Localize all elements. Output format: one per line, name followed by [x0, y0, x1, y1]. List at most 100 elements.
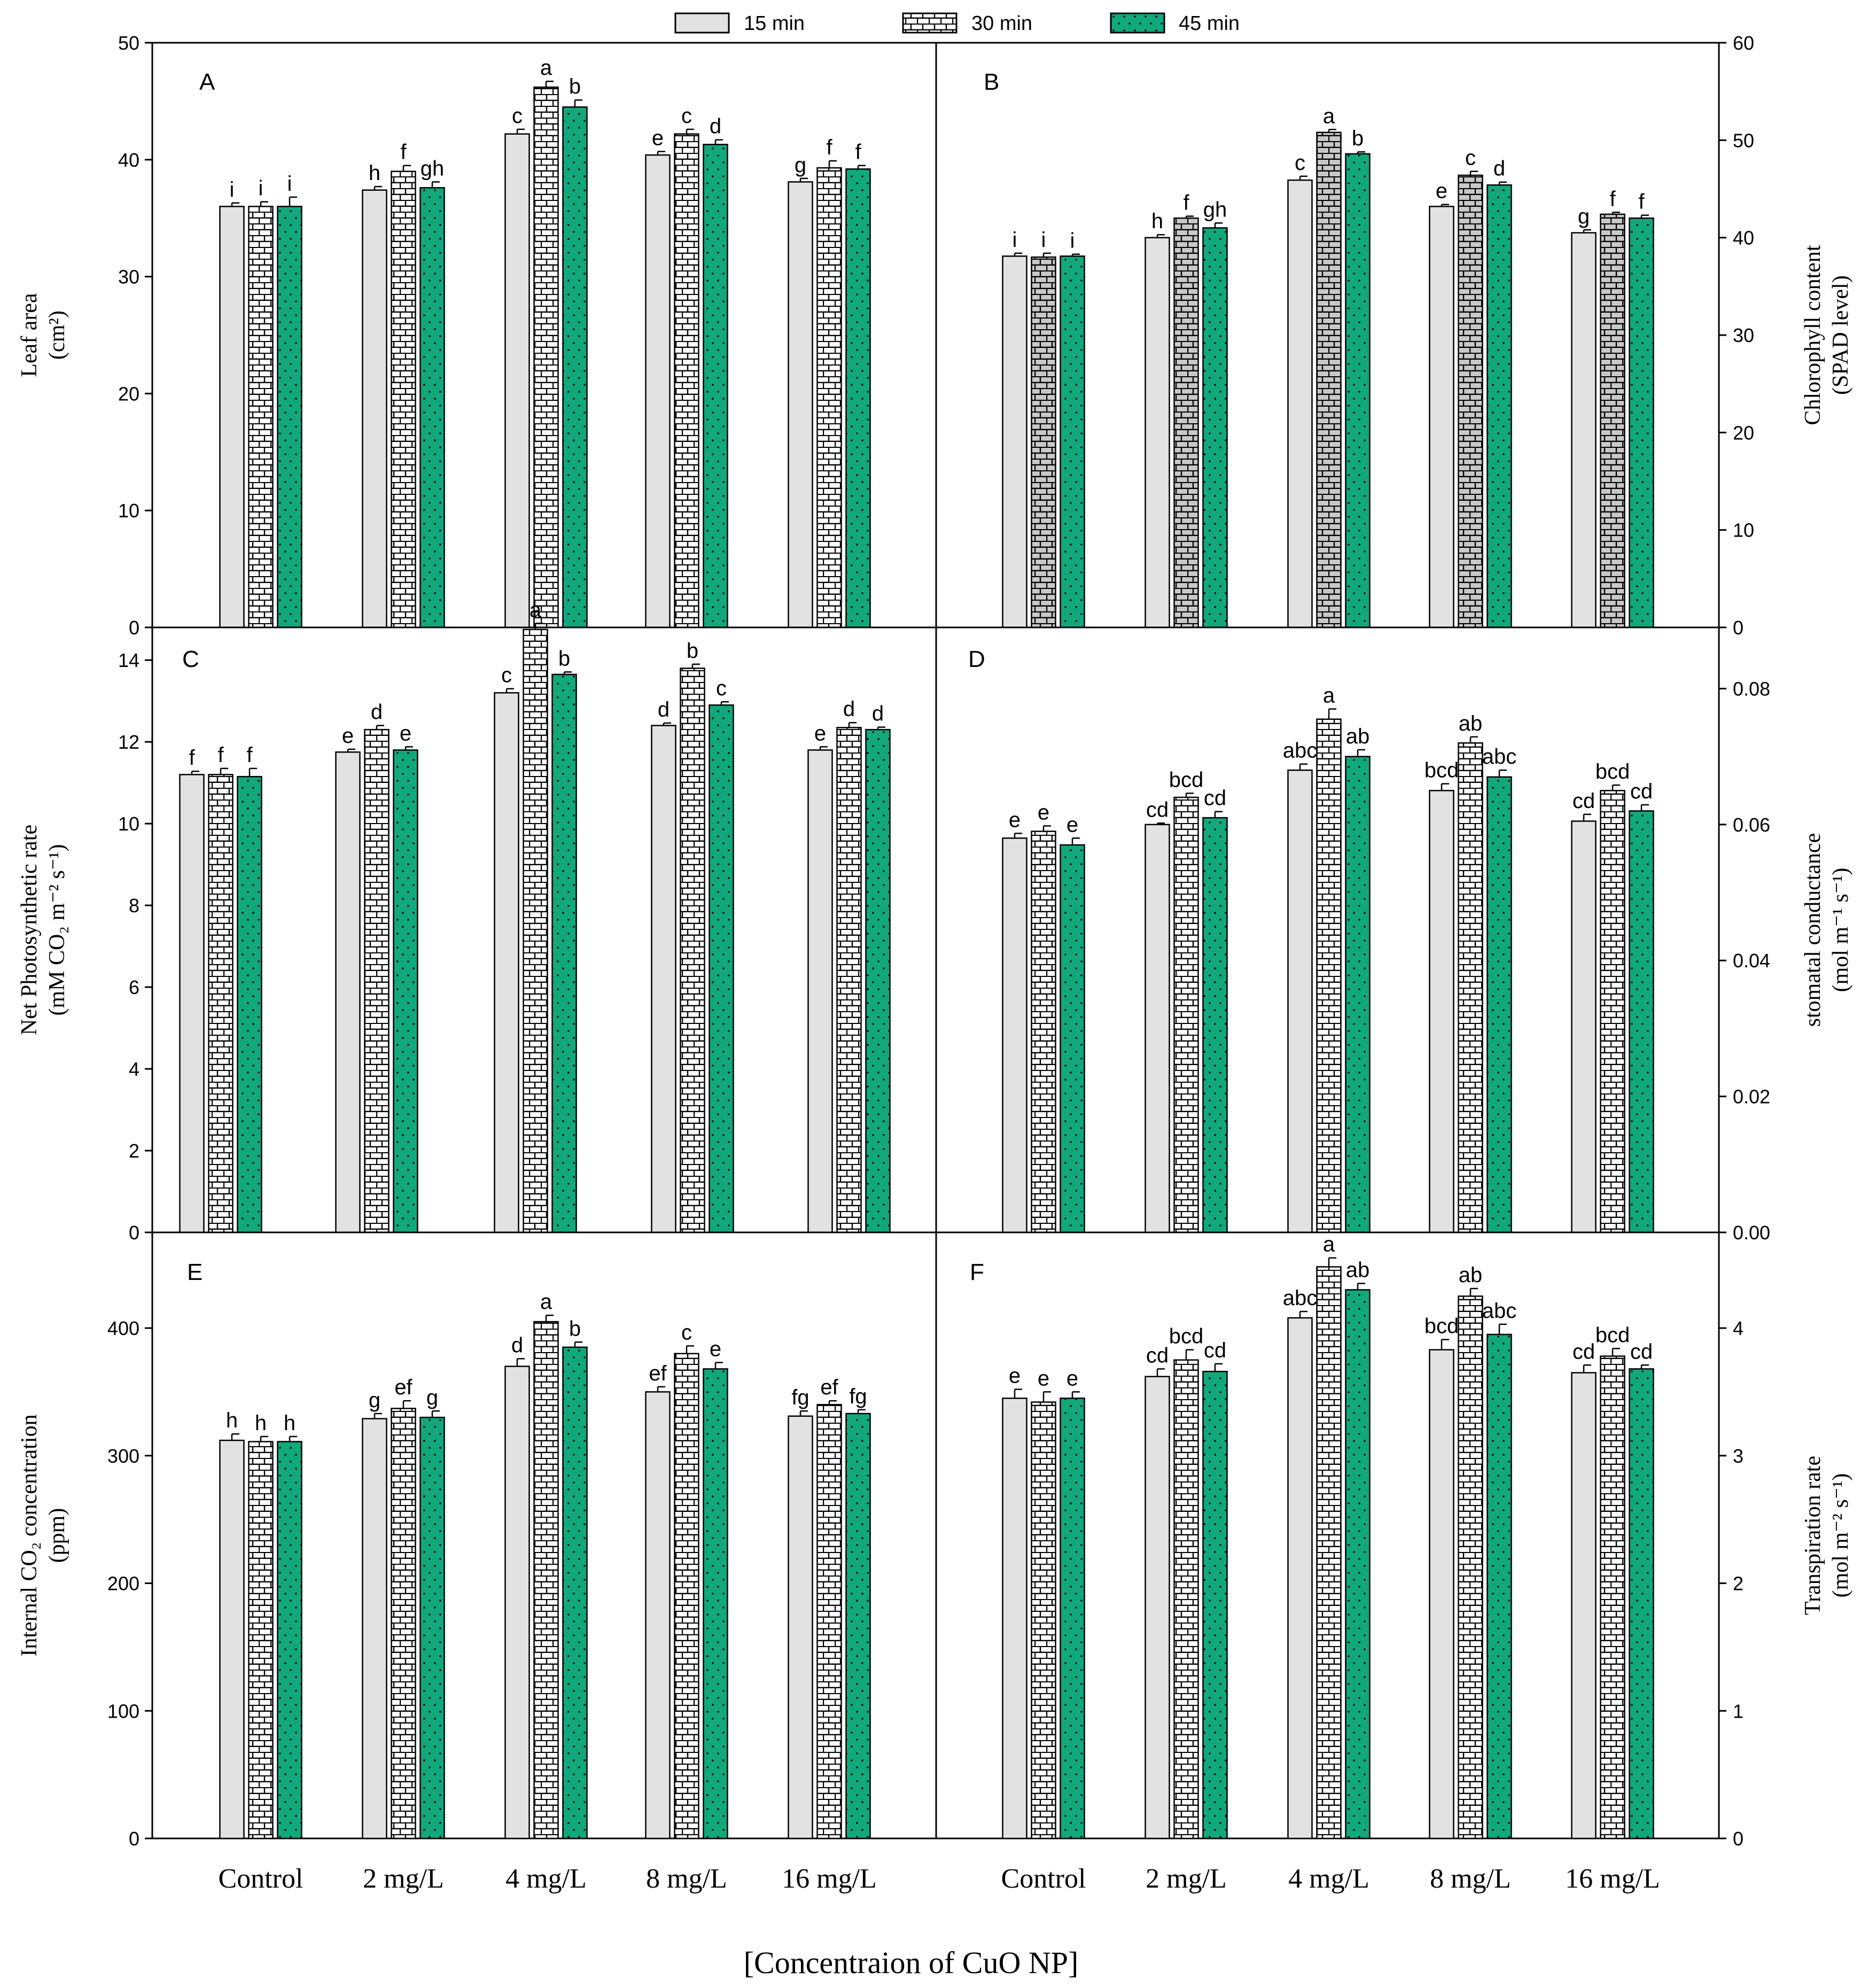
significance-letter-F: bcd	[1424, 1315, 1459, 1338]
bar-A-4-2	[845, 168, 871, 628]
y-axis-unit-A: (cm²)	[45, 311, 69, 360]
category-label-F: 8 mg/L	[1430, 1864, 1511, 1894]
panel-label-D: D	[968, 646, 985, 672]
legend: 15 min 30 min 45 min	[674, 12, 1240, 35]
significance-letter-E: ef	[394, 1376, 412, 1399]
y-tick-label-A: 20	[118, 383, 139, 405]
significance-letter-D: ab	[1346, 725, 1370, 748]
bar-A-0-1	[248, 206, 274, 628]
significance-letter-B: c	[1295, 151, 1305, 175]
significance-letter-E: d	[511, 1333, 523, 1357]
significance-letter-D: cd	[1146, 798, 1169, 821]
significance-letter-C: d	[843, 697, 855, 721]
category-label-E: 4 mg/L	[505, 1864, 587, 1894]
bar-F-1-2	[1202, 1370, 1228, 1839]
bar-E-1-0	[362, 1418, 387, 1839]
bar-A-2-2	[562, 106, 588, 628]
significance-letter-F: bcd	[1595, 1323, 1630, 1347]
significance-letter-A: i	[230, 178, 235, 201]
category-label-F: 2 mg/L	[1146, 1864, 1227, 1894]
bar-E-3-1	[674, 1353, 699, 1839]
y-tick-label-B: 20	[1733, 422, 1754, 444]
significance-letter-B: h	[1151, 209, 1163, 233]
bar-C-4-0	[807, 749, 833, 1233]
bar-B-0-2	[1060, 255, 1085, 628]
y-tick-label-C: 2	[129, 1140, 139, 1162]
significance-letter-C: f	[189, 746, 195, 770]
bar-A-0-0	[219, 206, 245, 628]
significance-letter-E: h	[255, 1411, 267, 1435]
panel-label-C: C	[182, 646, 199, 672]
y-tick-label-C: 0	[129, 1222, 139, 1244]
legend-swatch-45min	[1110, 12, 1165, 34]
significance-letter-D: cd	[1630, 780, 1653, 803]
bar-D-3-2	[1486, 776, 1512, 1233]
y-tick-label-C: 4	[129, 1058, 139, 1080]
significance-letter-B: i	[1041, 228, 1046, 252]
y-axis-unit-B: (SPAD level)	[1828, 275, 1853, 395]
significance-letter-B: e	[1436, 180, 1447, 203]
significance-letter-F: abc	[1283, 1286, 1318, 1310]
panel-label-A: A	[199, 69, 215, 95]
bar-F-3-1	[1458, 1295, 1483, 1839]
bar-F-0-1	[1031, 1401, 1056, 1839]
bar-E-2-2	[562, 1346, 588, 1839]
x-axis-title: [Concentraion of CuO NP]	[744, 1945, 1079, 1980]
significance-letter-E: g	[426, 1386, 438, 1409]
y-axis-title-E: Internal CO₂ concentration	[17, 1414, 42, 1656]
bar-A-1-2	[419, 187, 445, 628]
y-tick-label-A: 50	[118, 32, 139, 54]
bar-F-1-0	[1145, 1376, 1170, 1839]
category-label-F: 16 mg/L	[1565, 1864, 1660, 1894]
significance-letter-D: a	[1323, 684, 1335, 708]
bar-B-2-1	[1316, 131, 1342, 628]
y-tick-label-E: 0	[129, 1828, 139, 1850]
bar-D-1-1	[1173, 796, 1199, 1233]
bar-C-0-2	[237, 775, 262, 1233]
significance-letter-C: a	[530, 598, 542, 622]
significance-letter-B: i	[1013, 228, 1017, 252]
significance-letter-A: e	[652, 126, 664, 150]
bar-F-0-2	[1060, 1398, 1085, 1839]
significance-letter-F: e	[1067, 1367, 1078, 1390]
significance-letter-D: e	[1009, 808, 1021, 832]
y-tick-label-B: 0	[1733, 617, 1743, 639]
y-tick-label-F: 1	[1733, 1700, 1743, 1722]
category-label-F: 4 mg/L	[1288, 1864, 1369, 1894]
bar-B-3-0	[1429, 206, 1454, 628]
y-tick-label-E: 400	[107, 1317, 139, 1339]
bar-C-1-2	[393, 749, 418, 1233]
bar-F-2-0	[1287, 1317, 1313, 1839]
y-tick-label-B: 10	[1733, 519, 1754, 541]
significance-letter-E: ef	[649, 1362, 667, 1385]
bar-A-2-1	[533, 86, 559, 628]
bar-A-1-0	[362, 189, 387, 628]
bar-D-0-1	[1031, 830, 1056, 1233]
bar-F-4-2	[1629, 1368, 1654, 1839]
y-tick-label-F: 3	[1733, 1445, 1743, 1467]
significance-letter-F: cd	[1573, 1340, 1595, 1363]
significance-letter-D: e	[1067, 813, 1078, 836]
panel-C: C 0 2 4 6 8 10 12 14 Net Photosynthetic rate (mM C…	[17, 598, 937, 1244]
significance-letter-F: bcd	[1169, 1325, 1204, 1348]
category-label-E: 8 mg/L	[646, 1864, 727, 1894]
bar-C-3-2	[709, 704, 734, 1233]
y-tick-label-E: 100	[107, 1700, 139, 1722]
significance-letter-C: d	[872, 702, 884, 726]
significance-letter-C: b	[558, 647, 570, 670]
y-tick-label-F: 0	[1733, 1828, 1743, 1850]
panel-E: E 0 100 200 300 400 Internal CO₂ concentration…	[17, 1231, 937, 1894]
bar-C-1-1	[364, 728, 390, 1233]
significance-letter-A: i	[259, 177, 263, 200]
bar-B-1-2	[1202, 227, 1228, 628]
significance-letter-D: abc	[1482, 745, 1517, 769]
bar-A-3-1	[674, 133, 699, 628]
y-tick-label-D: 0.08	[1733, 678, 1770, 700]
y-tick-label-B: 60	[1733, 32, 1754, 54]
significance-letter-C: e	[400, 721, 411, 745]
bar-E-4-0	[788, 1415, 813, 1839]
y-tick-label-A: 40	[118, 149, 139, 171]
bar-E-3-0	[645, 1391, 671, 1839]
significance-letter-E: c	[681, 1321, 692, 1344]
